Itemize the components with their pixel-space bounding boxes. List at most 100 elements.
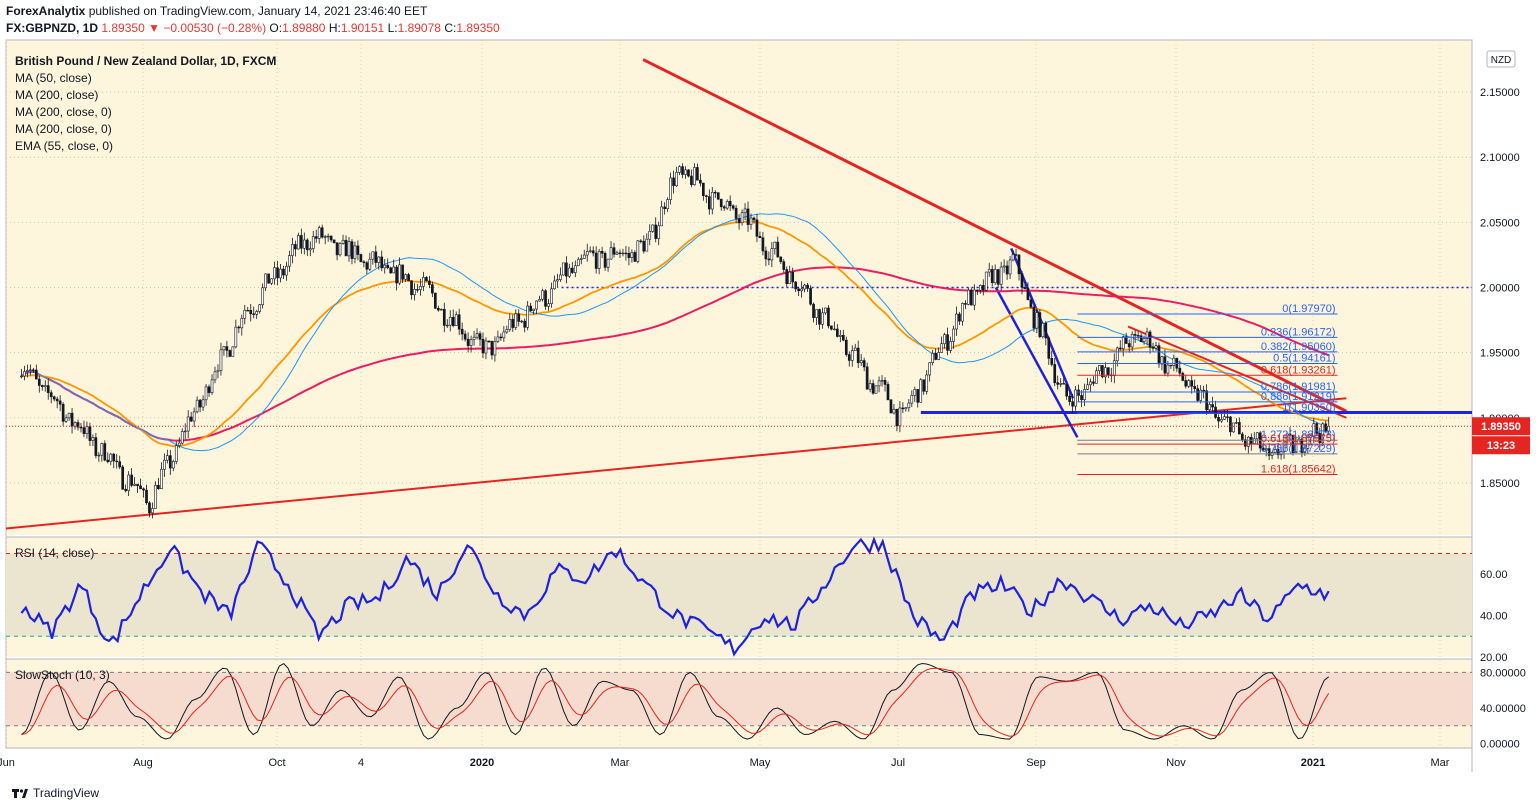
price-badge-label: 1.89350 bbox=[1481, 421, 1521, 433]
candle-body bbox=[1038, 312, 1042, 337]
candle bbox=[300, 228, 303, 254]
candle bbox=[722, 205, 726, 211]
candle bbox=[880, 375, 884, 387]
footer-brand[interactable]: TradingView bbox=[12, 786, 99, 800]
candle bbox=[749, 213, 753, 230]
candle-body bbox=[389, 267, 393, 274]
candle-body bbox=[761, 237, 765, 252]
candle bbox=[1252, 432, 1256, 445]
candle bbox=[1118, 340, 1122, 351]
candle bbox=[993, 264, 997, 285]
candle bbox=[975, 289, 979, 295]
candle-body bbox=[672, 177, 675, 186]
candle-body bbox=[529, 305, 532, 311]
candle bbox=[865, 362, 869, 390]
candle-body bbox=[291, 244, 294, 256]
candle-body bbox=[853, 347, 857, 351]
candle-body bbox=[1047, 337, 1051, 359]
candle bbox=[514, 309, 518, 331]
price-tick-label: 2.10000 bbox=[1480, 152, 1520, 164]
candle-body bbox=[1190, 380, 1194, 387]
candle-body bbox=[1306, 436, 1310, 449]
candle bbox=[79, 423, 83, 433]
inner-trendline bbox=[1127, 325, 1347, 419]
candle-body bbox=[818, 309, 821, 325]
candle bbox=[237, 325, 241, 334]
candle-body bbox=[1324, 423, 1328, 432]
candle-body bbox=[1279, 451, 1283, 456]
candle-body bbox=[1214, 406, 1217, 418]
stoch-tick-label: 80.00000 bbox=[1480, 667, 1526, 679]
candle-body bbox=[719, 198, 723, 208]
candle-body bbox=[910, 394, 914, 404]
candle bbox=[1044, 321, 1048, 346]
candle bbox=[1017, 254, 1021, 281]
candle-body bbox=[880, 380, 884, 382]
rsi-band bbox=[6, 553, 1472, 637]
candle-body bbox=[285, 265, 288, 276]
candle bbox=[1080, 390, 1083, 408]
candle bbox=[967, 287, 970, 306]
candle-body bbox=[1169, 364, 1173, 367]
candle bbox=[359, 253, 363, 263]
candle-body bbox=[776, 241, 780, 258]
candle-body bbox=[841, 334, 845, 341]
candle-body bbox=[874, 385, 878, 394]
candle bbox=[716, 192, 720, 201]
low-label: L: bbox=[387, 21, 398, 35]
legend-ma200[interactable]: MA (200, close) bbox=[15, 88, 99, 102]
ma200-line bbox=[20, 266, 1330, 442]
candle-body bbox=[940, 343, 943, 353]
candle bbox=[282, 265, 285, 279]
candle bbox=[228, 349, 232, 358]
time-tick-label: Aug bbox=[133, 757, 153, 769]
candle bbox=[76, 419, 80, 431]
candle bbox=[166, 449, 169, 464]
legend-ma50[interactable]: MA (50, close) bbox=[15, 71, 92, 85]
candle-body bbox=[451, 316, 455, 326]
candle-body bbox=[562, 262, 565, 276]
candle-body bbox=[886, 384, 890, 401]
price-tick-label: 1.85000 bbox=[1480, 478, 1520, 490]
candle-body bbox=[666, 199, 669, 210]
candle-body bbox=[1184, 380, 1188, 387]
candle-body bbox=[871, 383, 875, 394]
rsi-pane-label[interactable]: RSI (14, close) bbox=[15, 546, 95, 560]
candle-body bbox=[883, 380, 887, 385]
time-axis: Jun Aug Oct 4 2020 Mar May Jul Sep Nov 2021 Mar bbox=[0, 40, 1450, 769]
candle-body bbox=[1235, 422, 1238, 424]
legend-ma200-a[interactable]: MA (200, close, 0) bbox=[15, 105, 112, 119]
candle bbox=[106, 452, 110, 464]
candle-body bbox=[174, 445, 178, 462]
candle-body bbox=[696, 167, 699, 181]
stoch-pane-label[interactable]: SlowStoch (10, 3) bbox=[15, 668, 110, 682]
candle-body bbox=[20, 375, 23, 378]
candle bbox=[576, 257, 580, 267]
candle-body bbox=[862, 360, 866, 368]
candle-body bbox=[1196, 388, 1200, 401]
legend-ema55[interactable]: EMA (55, close, 0) bbox=[15, 139, 114, 153]
candle-body bbox=[654, 224, 658, 239]
candle bbox=[371, 251, 375, 265]
candle-body bbox=[1115, 347, 1119, 362]
candle-body bbox=[404, 274, 407, 280]
candle-body bbox=[1074, 389, 1077, 407]
candle bbox=[874, 385, 878, 394]
candle-body bbox=[413, 289, 416, 296]
candle-body bbox=[154, 484, 157, 509]
candle bbox=[353, 241, 357, 264]
candle-body bbox=[1017, 254, 1021, 275]
publisher-name[interactable]: ForexAnalytix bbox=[6, 4, 86, 18]
candle bbox=[26, 364, 29, 378]
candle bbox=[1315, 422, 1319, 437]
price-tick-label: 2.15000 bbox=[1480, 87, 1520, 99]
candle-body bbox=[987, 269, 991, 273]
candle bbox=[279, 263, 282, 283]
candle-body bbox=[282, 268, 285, 276]
legend-ma200-b[interactable]: MA (200, close, 0) bbox=[15, 122, 112, 136]
candle-body bbox=[713, 191, 717, 194]
candle bbox=[43, 380, 47, 392]
candle bbox=[445, 319, 449, 328]
candle bbox=[761, 231, 765, 256]
fib-level-label: 0.5(1.94161) bbox=[1273, 353, 1335, 365]
